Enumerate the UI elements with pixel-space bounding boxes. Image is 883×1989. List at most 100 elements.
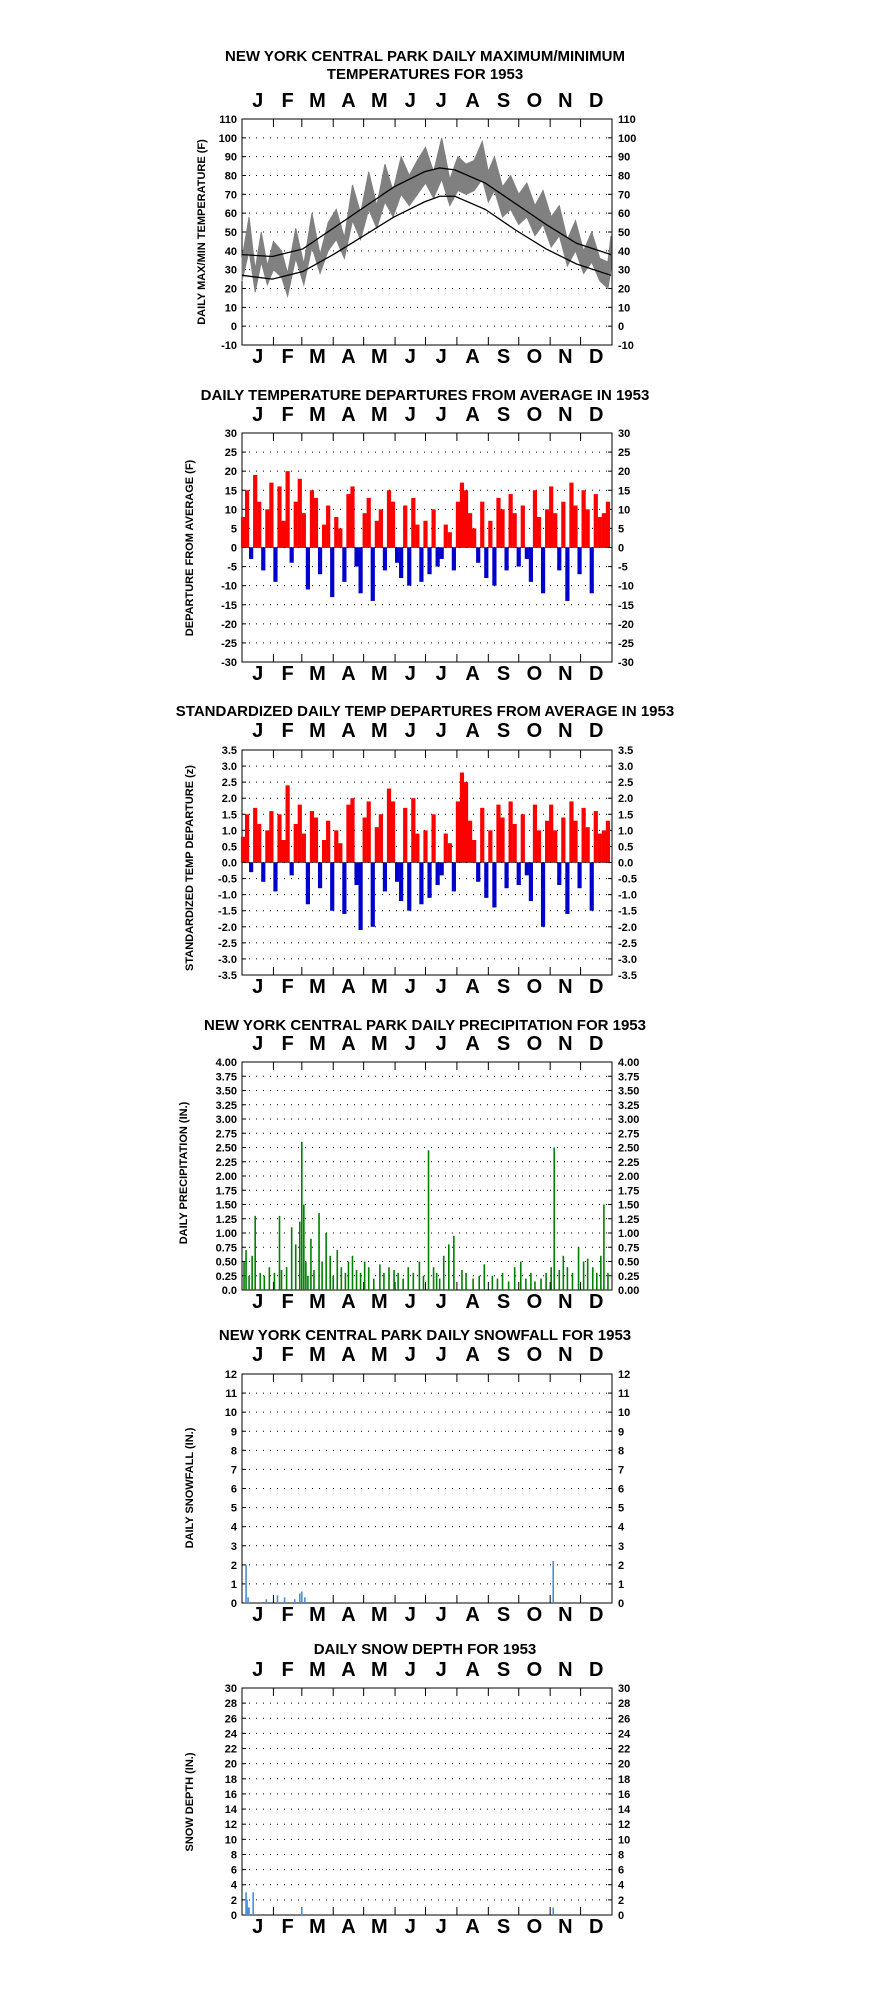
y-tick-label: -5 [227,562,237,574]
y-tick-label-right: 3.5 [618,745,633,757]
data-bar [253,807,258,863]
month-label-top: A [465,90,479,112]
month-label-top: D [589,720,603,742]
y-axis-label: DAILY SNOWFALL (IN.) [184,1427,196,1548]
data-bar [422,1275,425,1290]
data-bar [455,801,461,863]
y-tick-label-right: 3.00 [618,1114,639,1126]
snow-depth-panel: DAILY SNOW DEPTH FOR 1953 SNOW DEPTH (IN… [184,1641,631,1938]
y-tick-label: -25 [221,638,237,650]
month-label-bottom: O [527,663,543,685]
data-bar [565,547,570,601]
chart-title: NEW YORK CENTRAL PARK DAILY MAXIMUM/MINI… [225,48,625,65]
month-label-top: M [371,404,388,426]
y-tick-label-right: 3.0 [618,761,633,773]
data-bar [435,547,440,567]
data-bar [326,820,331,863]
data-bar [528,547,534,582]
y-tick-label: 10 [225,504,237,516]
chart-title: DAILY SNOW DEPTH FOR 1953 [314,1641,537,1658]
month-label-bottom: A [465,1916,479,1938]
month-label-top: M [371,720,388,742]
month-label-bottom: J [405,346,416,368]
y-tick-label: 20 [225,284,237,296]
data-bar [261,862,266,882]
y-tick-label-right: 3.25 [618,1100,639,1112]
data-bar [278,1215,281,1290]
data-bar [480,807,485,863]
data-bar [496,497,501,548]
month-label-bottom: M [309,1916,326,1938]
data-bar [388,1267,390,1290]
data-bar [589,547,594,594]
y-tick-label: -20 [221,619,237,631]
y-tick-label: 0.25 [216,1271,237,1283]
data-bar [407,547,412,586]
month-label-top: J [405,720,416,742]
month-label-bottom: A [341,346,355,368]
y-tick-label: 11 [225,1388,237,1400]
y-tick-label: -3.5 [218,970,237,982]
y-tick-label-right: 110 [618,114,636,126]
data-bar [530,1272,532,1290]
y-tick-label: 3.25 [216,1100,237,1112]
data-bar [472,528,477,548]
y-tick-label: 80 [225,171,237,183]
data-bar [549,486,554,548]
data-bar [455,501,461,548]
y-tick-label: -0.5 [218,874,237,886]
y-tick-label: 3.50 [216,1086,237,1098]
month-label-top: J [405,1659,416,1681]
data-bar [480,501,485,548]
month-label-bottom: J [436,346,447,368]
y-tick-label: 1.00 [216,1228,237,1240]
normal-min-line [241,195,612,280]
data-bar [265,509,270,548]
y-tick-label-right: 7 [618,1464,624,1476]
y-tick-label: 100 [219,133,237,145]
y-tick-label: 0 [231,1910,237,1922]
data-bar [443,524,448,548]
data-bar [581,490,586,548]
y-tick-label-right: -2.0 [618,922,637,934]
plot-frame [241,1061,613,1291]
month-label-bottom: J [436,1916,447,1938]
y-tick-label-right: 40 [618,246,630,258]
data-bar [600,1255,602,1290]
data-bar [545,820,550,863]
data-bar [447,532,452,548]
y-tick-label-right: 0 [618,1598,624,1610]
data-bar [346,804,351,863]
data-bar [552,1907,555,1915]
month-label-top: J [405,1033,416,1055]
data-bar [338,843,343,863]
month-label-bottom: F [282,663,294,685]
observed-temperature-band [241,137,612,298]
data-bar [263,1275,266,1290]
data-bar [534,1281,536,1290]
data-bar [359,1272,362,1290]
y-tick-label: 5 [231,523,237,535]
data-bar [591,1267,594,1290]
y-tick-label-right: 0.50 [618,1257,639,1269]
y-tick-label-right: 2.50 [618,1143,639,1155]
y-tick-label-right: 6 [618,1484,624,1496]
data-bar [403,505,408,548]
y-tick-label-right: -3.5 [618,970,637,982]
month-label-top: J [252,1344,263,1366]
data-bar [463,490,469,548]
month-label-bottom: M [371,663,388,685]
y-tick-label: 1.75 [216,1185,237,1197]
month-label-top: J [252,90,263,112]
data-bar [478,1275,481,1290]
data-bar [484,547,489,579]
data-bar [407,862,412,911]
data-bar [309,490,315,548]
y-tick-label-right: 16 [618,1789,630,1801]
month-label-top: D [589,90,603,112]
y-tick-label-right: 28 [618,1698,630,1710]
month-label-top: M [371,90,388,112]
chart-title: STANDARDIZED DAILY TEMP DEPARTURES FROM … [176,703,674,720]
data-bar [504,862,509,889]
y-tick-label: 30 [225,265,237,277]
